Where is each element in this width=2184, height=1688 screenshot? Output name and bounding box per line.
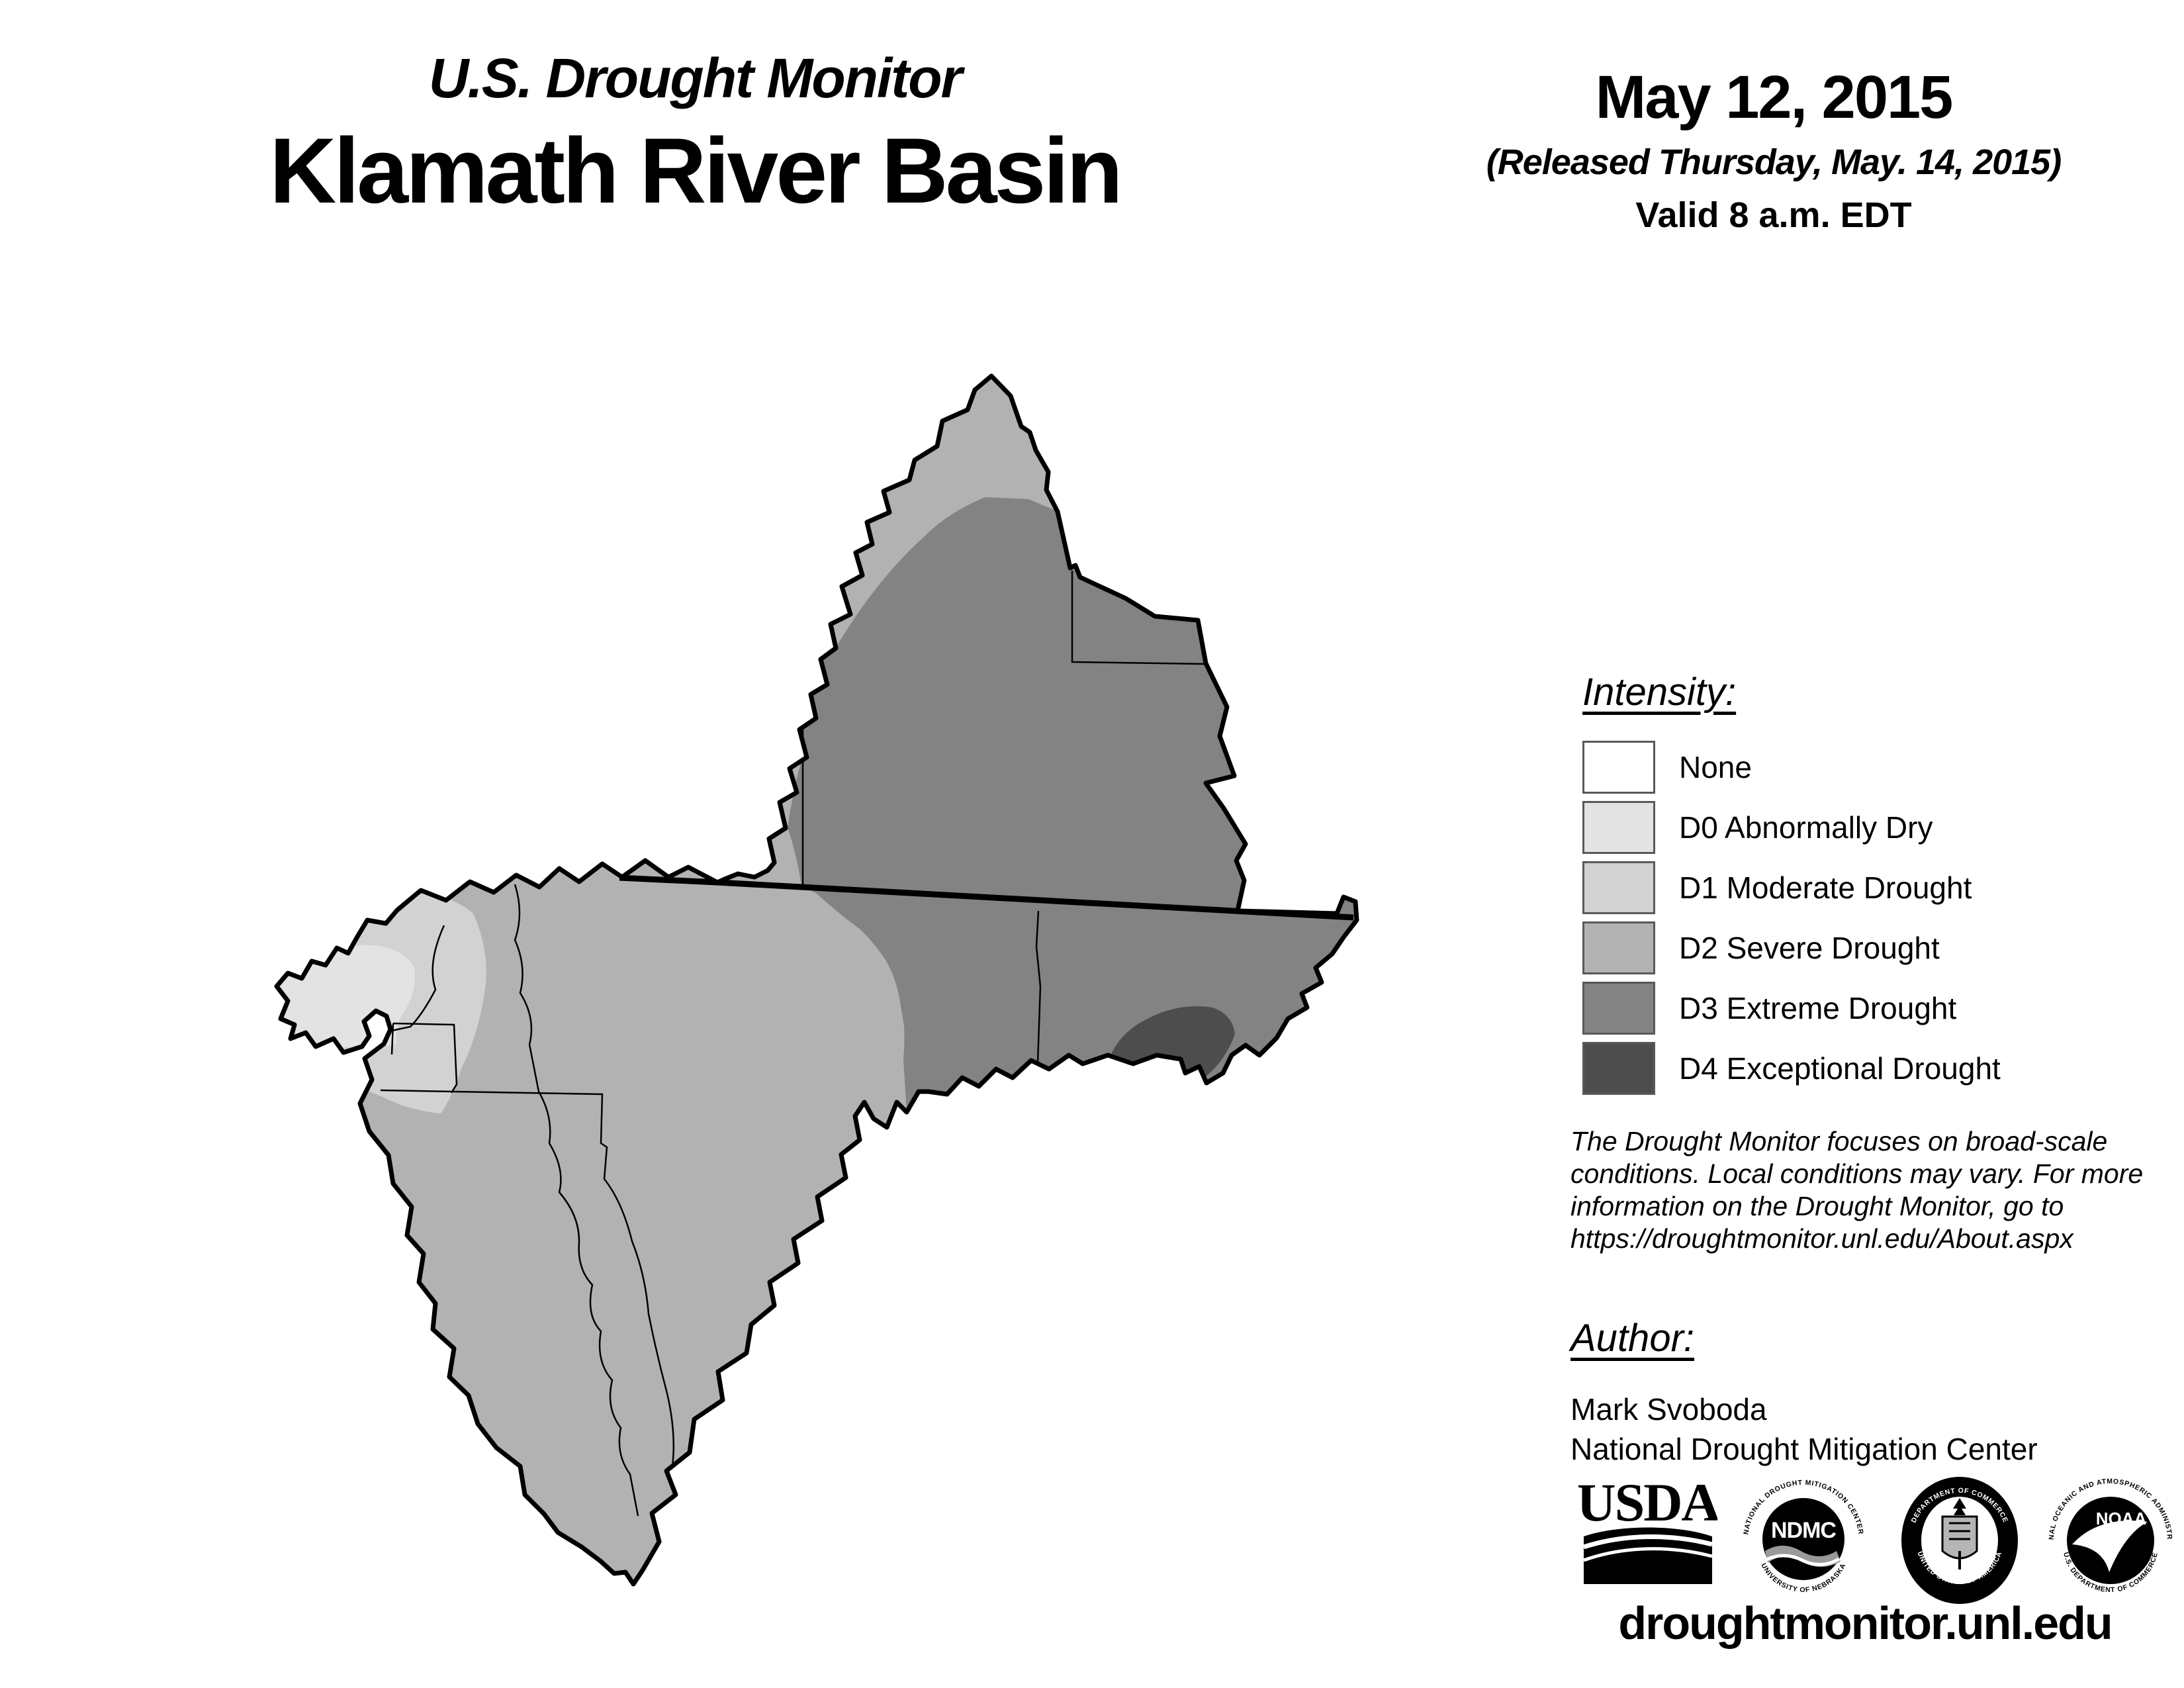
disclaimer-line: https://droughtmonitor.unl.edu/About.asp… (1570, 1223, 2073, 1254)
usda-logo-text: USDA (1578, 1473, 1717, 1532)
disclaimer-line: information on the Drought Monitor, go t… (1570, 1191, 2064, 1221)
legend-label: D4 Exceptional Drought (1679, 1051, 2001, 1086)
legend-row-d1: D1 Moderate Drought (1582, 861, 2001, 914)
usda-logo-icon: USDA (1578, 1473, 1717, 1584)
legend-swatch-d0 (1582, 801, 1655, 854)
basin-map (251, 331, 1377, 1628)
drought-map-svg (274, 373, 1359, 1587)
legend-row-d3: D3 Extreme Drought (1582, 982, 2001, 1035)
page-title: Klamath River Basin (269, 118, 1123, 222)
disclaimer-line: The Drought Monitor focuses on broad-sca… (1570, 1126, 2108, 1156)
site-url: droughtmonitor.unl.edu (1618, 1597, 2113, 1649)
legend-row-none: None (1582, 741, 2001, 794)
legend-row-d4: D4 Exceptional Drought (1582, 1042, 2001, 1095)
doc-shield (1941, 1515, 1978, 1560)
legend-swatch-d4 (1582, 1042, 1655, 1095)
map-region-d0 (277, 945, 416, 1048)
legend-row-d2: D2 Severe Drought (1582, 921, 2001, 974)
legend-heading: Intensity: (1582, 671, 1737, 714)
doc-lighthouse (1958, 1551, 1961, 1570)
author-heading: Author: (1570, 1317, 1694, 1360)
doc-shield-ship (1949, 1522, 1970, 1540)
legend-label: D0 Abnormally Dry (1679, 810, 1933, 845)
date-block: May 12, 2015 (Released Thursday, May. 14… (1482, 63, 2065, 236)
legend-row-d0: D0 Abnormally Dry (1582, 801, 2001, 854)
disclaimer-text: The Drought Monitor focuses on broad-sca… (1570, 1125, 2179, 1255)
usda-swoosh-line2 (1583, 1547, 1713, 1562)
noaa-logo-icon: NATIONAL OCEANIC AND ATMOSPHERIC ADMINIS… (2043, 1473, 2173, 1594)
basin-outline (274, 373, 1359, 1587)
legend-swatch-d3 (1582, 982, 1655, 1035)
map-date: May 12, 2015 (1595, 64, 1954, 131)
author-lines: Mark Svoboda National Drought Mitigation… (1570, 1389, 2038, 1469)
commerce-seal-icon: DEPARTMENT OF COMMERCE UNITED STATES OF … (1901, 1477, 2018, 1604)
legend-rows: None D0 Abnormally Dry D1 Moderate Droug… (1582, 741, 2001, 1095)
legend-swatch-none (1582, 741, 1655, 794)
author-block: Author: Mark Svoboda National Drought Mi… (1570, 1316, 2038, 1469)
legend-swatch-d1 (1582, 861, 1655, 914)
legend: Intensity: None D0 Abnormally Dry D1 Mod… (1582, 670, 2001, 1102)
report-subtitle: U.S. Drought Monitor (428, 47, 963, 109)
doc-eagle (1953, 1498, 1966, 1515)
disclaimer-line: conditions. Local conditions may vary. F… (1570, 1158, 2144, 1189)
ndmc-logo-icon: NATIONAL DROUGHT MITIGATION CENTER NDMC … (1742, 1479, 1864, 1594)
legend-label: None (1679, 750, 1752, 784)
ndmc-center-text: NDMC (1771, 1518, 1836, 1543)
usda-swoosh-line1 (1582, 1534, 1713, 1550)
ndmc-wave-line (1764, 1554, 1841, 1566)
valid-time: Valid 8 a.m. EDT (1635, 195, 1912, 235)
legend-label: D3 Extreme Drought (1679, 991, 1957, 1025)
agency-logos: USDA NATIONAL DROUGHT MITIGATION CENTER … (1578, 1473, 2173, 1604)
noaa-bird (2072, 1521, 2148, 1572)
legend-label: D2 Severe Drought (1679, 931, 1940, 965)
author-org: National Drought Mitigation Center (1570, 1432, 2038, 1466)
title-block: U.S. Drought Monitor Klamath River Basin (199, 46, 1191, 224)
legend-label: D1 Moderate Drought (1679, 870, 1972, 905)
legend-swatch-d2 (1582, 921, 1655, 974)
author-name: Mark Svoboda (1570, 1392, 1767, 1427)
released-date: (Released Thursday, May. 14, 2015) (1486, 142, 2062, 182)
ndmc-wave (1765, 1546, 1841, 1567)
